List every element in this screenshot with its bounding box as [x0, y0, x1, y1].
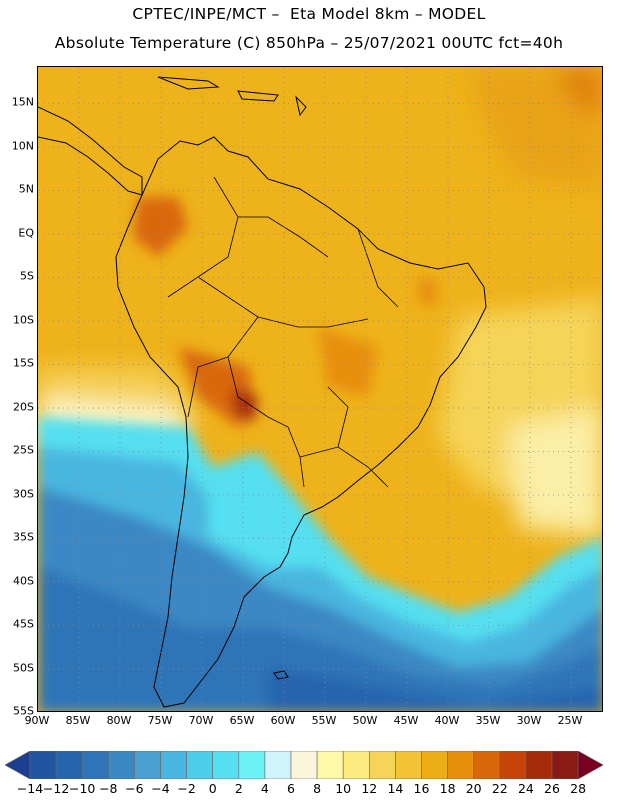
lat-label-40s: 40S: [13, 574, 34, 588]
colorbar-tick-label: 24: [517, 781, 534, 796]
colorbar-tick-label: −4: [151, 781, 170, 796]
colorbar-tick-label: −10: [68, 781, 96, 796]
colorbar-cell: [473, 751, 501, 779]
colorbar-cell: [421, 751, 448, 779]
colorbar-cell: [551, 751, 579, 779]
lon-label-30w: 30W: [516, 714, 542, 727]
colorbar-cell: [290, 751, 318, 779]
caribbean-islands: [157, 76, 307, 117]
title-variable: Absolute Temperature (C) 850hPa – 25/07/…: [54, 34, 564, 52]
colorbar-tick-label: −14: [16, 781, 44, 796]
lon-label-75w: 75W: [147, 714, 173, 727]
colorbar-tick-label: 28: [570, 781, 587, 796]
colorbar-cell: [525, 751, 553, 779]
colorbar-tick-label: 0: [208, 781, 217, 796]
colorbar: [5, 751, 604, 779]
central-america-coastline: [38, 106, 143, 196]
lon-label-85w: 85W: [65, 714, 91, 727]
lon-label-45w: 45W: [393, 714, 419, 727]
lon-label-70w: 70W: [188, 714, 214, 727]
colorbar-cell: [316, 751, 344, 779]
field-tropical-atlantic: [468, 67, 602, 187]
temperature-map: [37, 66, 603, 712]
colorbar-tick-label: 2: [234, 781, 243, 796]
field-northeast-warm: [418, 277, 438, 307]
field-coldest-core: [268, 667, 602, 711]
lat-label-30s: 30S: [13, 487, 34, 501]
colorbar-cell: [342, 751, 370, 779]
lat-label-5s: 5S: [20, 269, 34, 283]
lat-label-20s: 20S: [13, 400, 34, 414]
colorbar-under-arrow: [5, 751, 31, 779]
field-hot-core: [233, 387, 258, 422]
lon-label-80w: 80W: [106, 714, 132, 727]
field-brazil-warm: [318, 327, 378, 397]
colorbar-cell: [499, 751, 527, 779]
lon-label-65w: 65W: [229, 714, 255, 727]
lat-label-45s: 45S: [13, 617, 34, 631]
field-andes-warm: [133, 197, 188, 257]
colorbar-cell: [395, 751, 422, 779]
field-atlantic-pale: [508, 407, 602, 537]
lon-label-55w: 55W: [311, 714, 337, 727]
colorbar-cell: [368, 751, 396, 779]
country-borders: [167, 176, 399, 488]
colorbar-cell: [186, 751, 214, 779]
colorbar-tick-label: 22: [491, 781, 508, 796]
colorbar-tick-label: −12: [42, 781, 70, 796]
colorbar-cell: [447, 751, 475, 779]
colorbar-cell: [108, 751, 135, 779]
falkland-islands: [273, 670, 289, 680]
field-caribbean-warm: [553, 67, 602, 117]
colorbar-tick-label: 26: [544, 781, 560, 796]
colorbar-cell: [264, 751, 292, 779]
lon-label-50w: 50W: [352, 714, 378, 727]
lat-label-15n: 15N: [11, 95, 34, 109]
lon-label-40w: 40W: [434, 714, 460, 727]
colorbar-cell: [160, 751, 187, 779]
lon-label-35w: 35W: [475, 714, 501, 727]
colorbar-tick-label: 16: [413, 781, 430, 796]
field-cold-core: [38, 567, 602, 711]
colorbar-cell: [134, 751, 161, 779]
colorbar-tick-label: 14: [387, 781, 404, 796]
lat-label-55s: 55S: [13, 704, 34, 718]
colorbar-tick-label: −6: [125, 781, 144, 796]
colorbar-tick-label: 12: [361, 781, 378, 796]
lat-label-15s: 15S: [13, 356, 34, 370]
colorbar-cell: [81, 751, 109, 779]
lat-label-35s: 35S: [13, 530, 34, 544]
colorbar-tick-label: 10: [335, 781, 352, 796]
colorbar-over-arrow: [577, 751, 604, 779]
lat-label-eq: EQ: [18, 226, 34, 240]
colorbar-cell: [55, 751, 83, 779]
colorbar-cell: [212, 751, 240, 779]
colorbar-tick-label: 4: [260, 781, 269, 796]
colorbar-tick-label: 18: [439, 781, 456, 796]
colorbar-tick-label: 20: [465, 781, 482, 796]
south-america-coastline: [115, 136, 487, 708]
colorbar-cell: [238, 751, 266, 779]
colorbar-tick-label: 6: [287, 781, 295, 796]
lat-label-25s: 25S: [13, 443, 34, 457]
title-model: CPTEC/INPE/MCT – Eta Model 8km – MODEL: [132, 5, 486, 23]
colorbar-tick-label: 8: [313, 781, 322, 796]
lat-label-50s: 50S: [13, 661, 34, 675]
lat-label-10s: 10S: [13, 313, 34, 327]
lat-label-10n: 10N: [11, 139, 34, 153]
colorbar-tick-label: −8: [99, 781, 118, 796]
colorbar-tick-label: −2: [177, 781, 196, 796]
lon-label-90w: 90W: [24, 714, 50, 727]
lon-label-60w: 60W: [270, 714, 296, 727]
colorbar-cell: [29, 751, 57, 779]
lat-label-5n: 5N: [18, 182, 34, 196]
lon-label-25w: 25W: [557, 714, 583, 727]
